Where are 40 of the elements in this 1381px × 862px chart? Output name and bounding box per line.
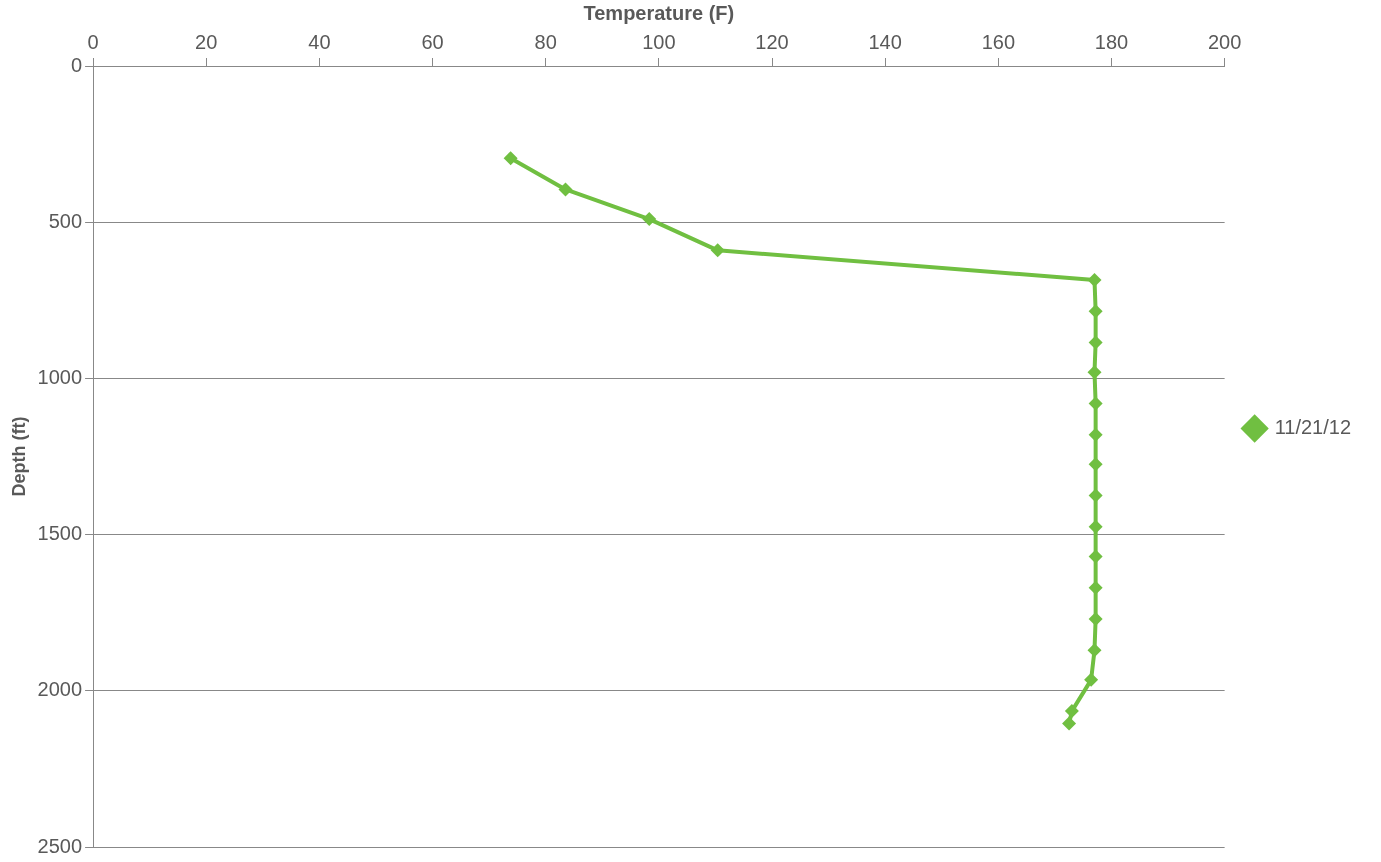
x-tick-label: 20 [195,30,218,53]
point [503,151,518,166]
point [1088,611,1103,626]
point [558,182,573,197]
x-tick-label: 140 [868,30,902,53]
y-tick-label: 2500 [37,834,83,857]
x-tick-label: 120 [755,30,789,53]
x-tick-label: 180 [1094,30,1129,53]
x-axis-title: Temperature (F) [583,1,735,24]
x-tick-label: 60 [421,30,444,53]
point [642,212,657,227]
x-tick-label: 80 [534,30,557,53]
point [1088,335,1103,350]
point [1088,304,1103,319]
point [1088,427,1103,442]
point [1062,716,1077,731]
y-tick-label: 0 [70,53,83,76]
x-tick-label: 40 [308,30,331,53]
point [1087,643,1102,658]
x-tick-label: 0 [87,30,99,53]
x-tick-label: 200 [1207,30,1242,53]
point [1088,549,1103,564]
point [1087,272,1102,287]
legend-label: 11/21/12 [1274,416,1352,439]
x-tick-label: 100 [642,30,676,53]
point [1064,704,1079,719]
point [1088,396,1103,411]
point [710,243,725,258]
point [1088,457,1103,472]
point [1088,488,1103,503]
x-tick-label: 160 [981,30,1016,53]
point [1088,519,1103,534]
y-tick-label: 2000 [37,678,83,701]
point [1088,580,1103,595]
y-tick-label: 1500 [37,522,83,545]
y-tick-label: 1000 [37,365,83,388]
point [1084,672,1099,687]
point [1087,365,1102,380]
y-tick-label: 500 [48,209,83,232]
y-axis-title: Depth (ft) [8,416,29,497]
